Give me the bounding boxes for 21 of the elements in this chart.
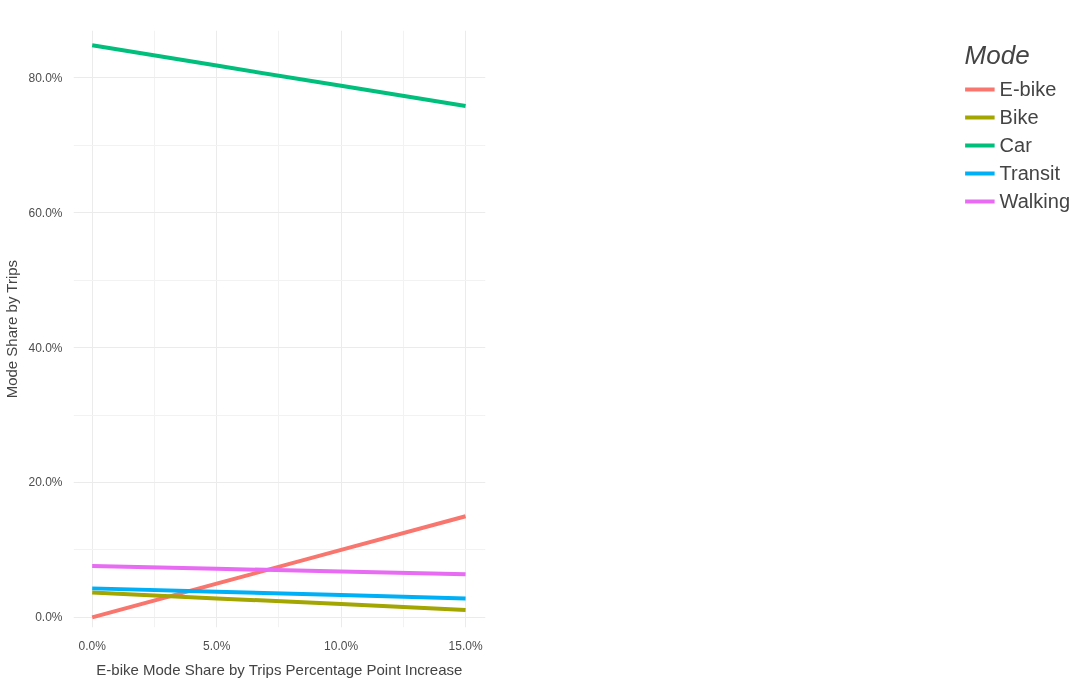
legend-label: Walking xyxy=(999,188,1070,214)
line-series xyxy=(90,43,468,109)
x-axis-title: E-bike Mode Share by Trips Percentage Point Increase xyxy=(96,660,463,678)
y-tick-label: 40.0% xyxy=(28,340,63,355)
legend-label: Bike xyxy=(999,104,1039,130)
x-tick-label: 15.0% xyxy=(448,638,483,653)
line-series xyxy=(90,590,468,612)
x-tick-label: 10.0% xyxy=(324,638,359,653)
y-axis-title: Mode Share by Trips xyxy=(3,259,21,399)
y-tick-label: 0.0% xyxy=(35,610,63,625)
y-tick-label: 20.0% xyxy=(28,475,63,490)
legend-label: E-bike xyxy=(999,76,1057,102)
y-tick-label: 80.0% xyxy=(28,70,63,85)
legend-label: Transit xyxy=(999,160,1060,186)
legend-label: Car xyxy=(999,132,1032,158)
x-tick-label: 0.0% xyxy=(78,638,107,653)
line-series xyxy=(90,564,468,577)
legend-title: Mode xyxy=(964,40,1031,71)
line-series xyxy=(90,586,468,601)
y-tick-label: 60.0% xyxy=(28,205,63,220)
x-tick-label: 5.0% xyxy=(202,638,231,653)
